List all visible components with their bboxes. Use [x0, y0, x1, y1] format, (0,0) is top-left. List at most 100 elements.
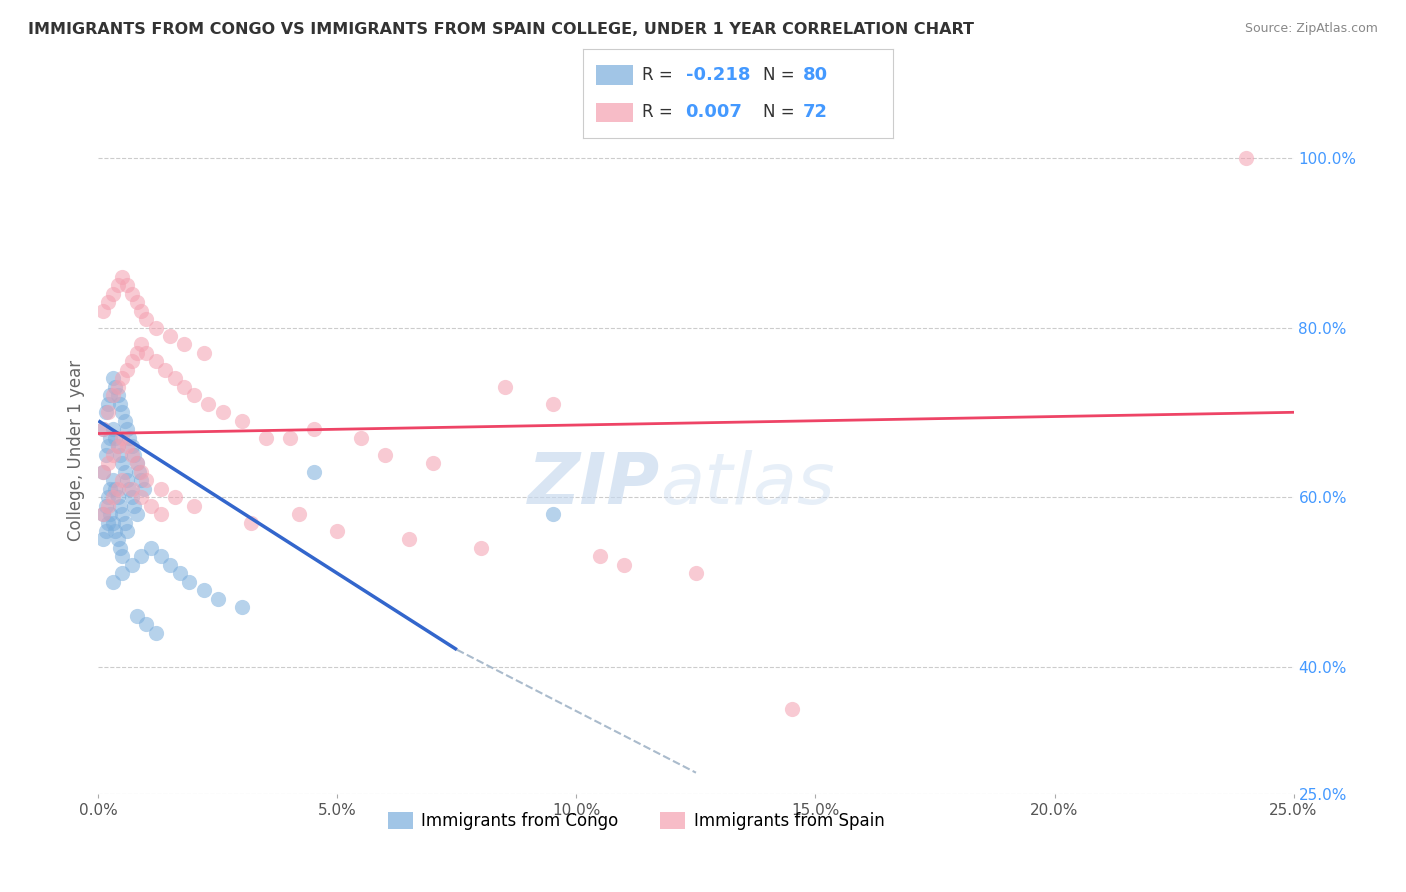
Point	[302, 465, 325, 479]
Point	[179, 574, 201, 589]
Point	[107, 439, 129, 453]
Point	[211, 405, 233, 419]
Bar	[596, 103, 633, 122]
Point	[125, 346, 148, 360]
Point	[278, 431, 301, 445]
Point	[97, 397, 120, 411]
Point	[374, 448, 396, 462]
Point	[193, 583, 215, 598]
Point	[91, 465, 114, 479]
Point	[107, 490, 129, 504]
Text: R =: R =	[643, 103, 678, 121]
Point	[97, 516, 120, 530]
Point	[121, 439, 143, 453]
Point	[183, 388, 205, 402]
Point	[124, 448, 146, 462]
Point	[685, 566, 707, 581]
Point	[118, 431, 141, 445]
Point	[107, 380, 129, 394]
Point	[107, 278, 129, 293]
Point	[131, 337, 153, 351]
Point	[132, 482, 155, 496]
Point	[104, 524, 127, 538]
Text: 80: 80	[803, 66, 828, 84]
Point	[135, 473, 157, 487]
Point	[163, 371, 186, 385]
Point	[115, 422, 138, 436]
Point	[145, 625, 167, 640]
Point	[111, 405, 134, 419]
Point	[139, 499, 162, 513]
Point	[114, 414, 136, 428]
Point	[111, 507, 134, 521]
Point	[149, 549, 172, 564]
Point	[541, 397, 564, 411]
Point	[121, 354, 143, 368]
Point	[780, 702, 803, 716]
Point	[101, 473, 124, 487]
Text: ZIP: ZIP	[527, 450, 661, 519]
Point	[613, 558, 636, 572]
Point	[108, 397, 131, 411]
Point	[121, 482, 143, 496]
Point	[107, 482, 129, 496]
Point	[98, 482, 122, 496]
Point	[302, 422, 325, 436]
Point	[541, 507, 564, 521]
Point	[115, 524, 138, 538]
Point	[101, 422, 124, 436]
Point	[121, 448, 143, 462]
Point	[91, 422, 114, 436]
Point	[118, 482, 141, 496]
Point	[111, 371, 134, 385]
Point	[111, 269, 134, 284]
Point	[111, 473, 134, 487]
Point	[131, 490, 153, 504]
Point	[326, 524, 349, 538]
Point	[288, 507, 311, 521]
Point	[398, 533, 420, 547]
Point	[111, 456, 134, 470]
Point	[108, 499, 131, 513]
Text: Source: ZipAtlas.com: Source: ZipAtlas.com	[1244, 22, 1378, 36]
Point	[589, 549, 612, 564]
Point	[111, 566, 134, 581]
Point	[135, 346, 157, 360]
Point	[207, 591, 229, 606]
Point	[108, 541, 131, 555]
Point	[101, 448, 124, 462]
Text: IMMIGRANTS FROM CONGO VS IMMIGRANTS FROM SPAIN COLLEGE, UNDER 1 YEAR CORRELATION: IMMIGRANTS FROM CONGO VS IMMIGRANTS FROM…	[28, 22, 974, 37]
Bar	[596, 65, 633, 85]
Point	[193, 346, 215, 360]
Point	[91, 422, 114, 436]
Point	[101, 371, 124, 385]
Point	[94, 524, 117, 538]
Point	[101, 490, 124, 504]
Point	[94, 405, 117, 419]
Text: 72: 72	[803, 103, 828, 121]
Point	[111, 549, 134, 564]
Point	[240, 516, 263, 530]
Point	[155, 363, 177, 377]
Point	[104, 380, 127, 394]
Point	[1234, 151, 1257, 165]
Point	[97, 405, 120, 419]
Point	[121, 558, 143, 572]
Point	[91, 303, 114, 318]
Point	[131, 303, 153, 318]
Point	[231, 600, 253, 615]
Point	[183, 499, 205, 513]
Text: 0.007: 0.007	[686, 103, 742, 121]
Point	[149, 482, 172, 496]
Point	[97, 439, 120, 453]
Point	[97, 295, 120, 310]
Text: -0.218: -0.218	[686, 66, 749, 84]
Point	[159, 558, 181, 572]
Point	[139, 541, 162, 555]
Point	[470, 541, 492, 555]
Point	[114, 516, 136, 530]
Point	[159, 329, 181, 343]
Text: N =: N =	[763, 103, 800, 121]
Point	[145, 354, 167, 368]
Point	[163, 490, 186, 504]
